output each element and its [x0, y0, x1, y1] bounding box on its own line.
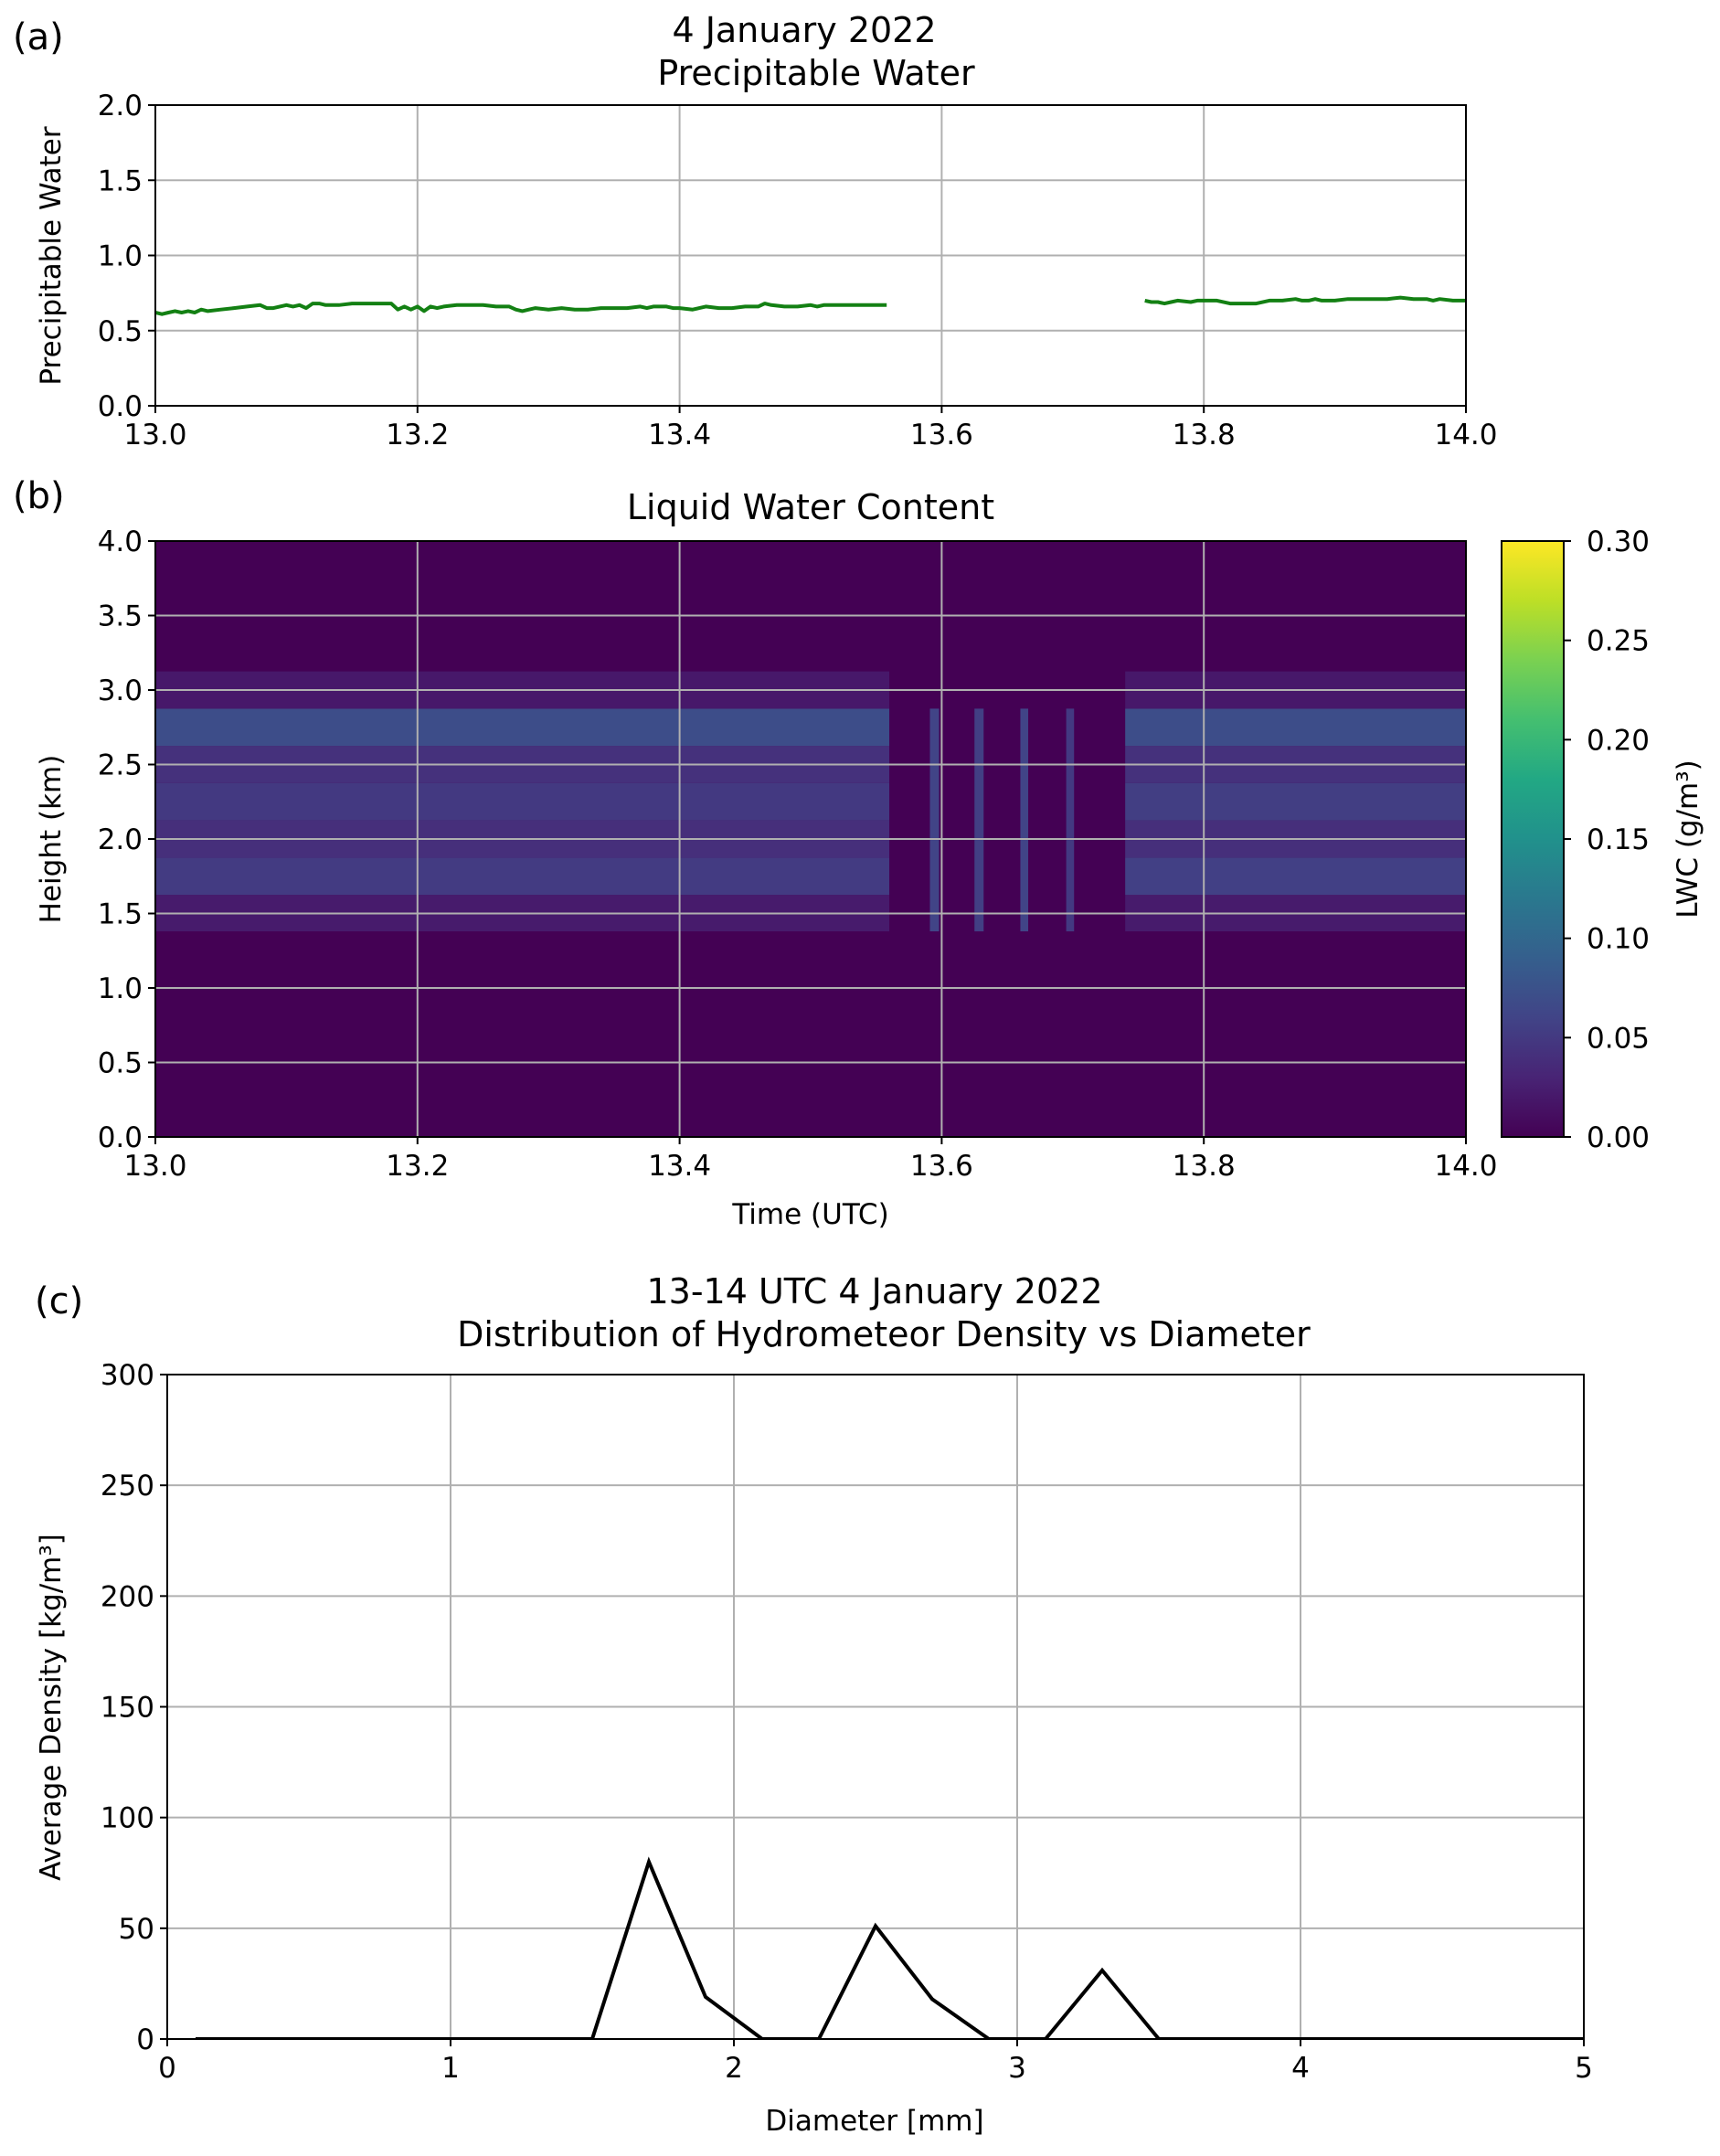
precipitable-water-line-segment-2	[1144, 295, 1466, 306]
panel-c-grid	[166, 1374, 1585, 2040]
panel-c-ytick-label: 0	[136, 2023, 154, 2056]
panel-c-xtick-label: 1	[441, 2052, 460, 2085]
panel-a-ytick-label: 1.0	[98, 240, 143, 273]
panel-c-series	[196, 1856, 1584, 2039]
panel-a-ticks: 13.0 13.2 13.4 13.6 13.8 14.0 0.0 0.5 1.0 1.5 2.0	[98, 90, 1498, 451]
panel-c-ytick-label: 200	[101, 1580, 154, 1613]
panel-b-ytick-label: 0.0	[98, 1121, 143, 1154]
precipitable-water-line-segment-1	[155, 302, 887, 316]
panel-b-heatmap-cells	[155, 671, 1466, 932]
lwc-cell	[155, 708, 890, 747]
panel-c-ytick-label: 100	[101, 1802, 154, 1835]
panel-label-c: (c)	[35, 1280, 83, 1322]
panel-a-xtick-label: 13.8	[1173, 419, 1236, 451]
panel-b-xtick-label: 13.2	[386, 1150, 449, 1183]
panel-c-xtick-label: 5	[1575, 2052, 1593, 2085]
panel-label-a: (a)	[13, 16, 64, 58]
panel-b-ytick-label: 2.0	[98, 823, 143, 856]
panel-b-xtick-label: 13.6	[910, 1150, 973, 1183]
panel-c-density-vs-diameter: 13-14 UTC 4 January 2022 Distribution of…	[35, 1271, 1593, 2138]
colorbar-ticks: 0.00 0.05 0.10 0.15 0.20 0.25 0.30	[1564, 526, 1650, 1154]
panel-a-ytick-label: 0.0	[98, 390, 143, 423]
panel-a-ytick-label: 0.5	[98, 315, 143, 348]
panel-c-xtick-label: 2	[725, 2052, 743, 2085]
panel-b-ticks: 13.0 13.2 13.4 13.6 13.8 14.0 0.0 0.5 1.0 1.5 2.0 2…	[98, 526, 1498, 1183]
panel-a-series	[155, 295, 1466, 316]
lwc-cell	[155, 782, 890, 821]
panel-b-xtick-label: 14.0	[1434, 1150, 1497, 1183]
panel-c-title-line2: Distribution of Hydrometeor Density vs D…	[457, 1314, 1311, 1354]
panel-a-xtick-label: 13.6	[910, 419, 973, 451]
panel-b-liquid-water-content: Liquid Water Content 13.0 13.2 13.4 13.6 13.…	[35, 487, 1704, 1231]
lwc-spike	[1020, 708, 1029, 932]
panel-c-ytick-label: 150	[101, 1692, 154, 1725]
colorbar-tick-label: 0.20	[1587, 724, 1650, 757]
colorbar-tick-label: 0.00	[1587, 1121, 1650, 1154]
lwc-spike	[974, 708, 984, 932]
panel-c-xtick-label: 0	[158, 2052, 176, 2085]
panel-a-ytick-label: 1.5	[98, 165, 143, 197]
panel-b-ytick-label: 3.5	[98, 600, 143, 633]
lwc-spike	[929, 708, 940, 932]
panel-a-ytick-label: 2.0	[98, 90, 143, 122]
panel-b-title: Liquid Water Content	[627, 487, 994, 527]
density-line	[196, 1856, 1584, 2039]
panel-a-grid	[154, 104, 1467, 407]
panel-a-title-line2: Precipitable Water	[657, 53, 975, 93]
panel-label-b: (b)	[13, 475, 65, 517]
panel-c-title-line1: 13-14 UTC 4 January 2022	[646, 1271, 1102, 1312]
panel-a-ylabel: Precipitable Water	[35, 126, 68, 385]
colorbar-tick-label: 0.30	[1587, 526, 1650, 558]
colorbar-tick-label: 0.10	[1587, 923, 1650, 956]
lwc-cell	[1125, 857, 1466, 896]
lwc-spike	[1066, 708, 1075, 932]
panel-c-xlabel: Diameter [mm]	[765, 2105, 983, 2138]
panel-c-xtick-label: 3	[1008, 2052, 1026, 2085]
colorbar-tick-label: 0.25	[1587, 625, 1650, 658]
panel-b-ytick-label: 1.5	[98, 898, 143, 931]
lwc-cell	[155, 857, 890, 896]
panel-b-ylabel: Height (km)	[35, 755, 68, 924]
panel-a-xtick-label: 13.4	[648, 419, 711, 451]
panel-a-xtick-label: 14.0	[1434, 419, 1497, 451]
panel-a-xtick-label: 13.0	[123, 419, 186, 451]
panel-c-xtick-label: 4	[1291, 2052, 1310, 2085]
colorbar-tick-label: 0.15	[1587, 823, 1650, 856]
colorbar-tick-label: 0.05	[1587, 1022, 1650, 1055]
panel-a-xtick-label: 13.2	[386, 419, 449, 451]
panel-b-ytick-label: 4.0	[98, 526, 143, 558]
panel-b-xtick-label: 13.0	[123, 1150, 186, 1183]
panel-c-ytick-label: 50	[119, 1913, 154, 1946]
panel-b-xtick-label: 13.4	[648, 1150, 711, 1183]
panel-b-ytick-label: 1.0	[98, 972, 143, 1005]
panel-b-ytick-label: 0.5	[98, 1047, 143, 1080]
panel-c-ylabel: Average Density [kg/m³]	[35, 1534, 68, 1881]
lwc-cell	[1125, 782, 1466, 821]
panel-b-ytick-label: 3.0	[98, 674, 143, 707]
lwc-cell	[1125, 708, 1466, 747]
colorbar	[1501, 540, 1565, 1138]
panel-b-xtick-label: 13.8	[1173, 1150, 1236, 1183]
panel-c-ytick-label: 300	[101, 1359, 154, 1392]
panel-b-xlabel: Time (UTC)	[731, 1198, 888, 1231]
panel-c-ytick-label: 250	[101, 1470, 154, 1503]
panel-a-precipitable-water: 4 January 2022 Precipitable Water 13.0 13…	[35, 10, 1498, 451]
panel-b-ytick-label: 2.5	[98, 749, 143, 782]
colorbar-label: LWC (g/m³)	[1672, 759, 1704, 919]
panel-a-title-line1: 4 January 2022	[672, 10, 936, 50]
